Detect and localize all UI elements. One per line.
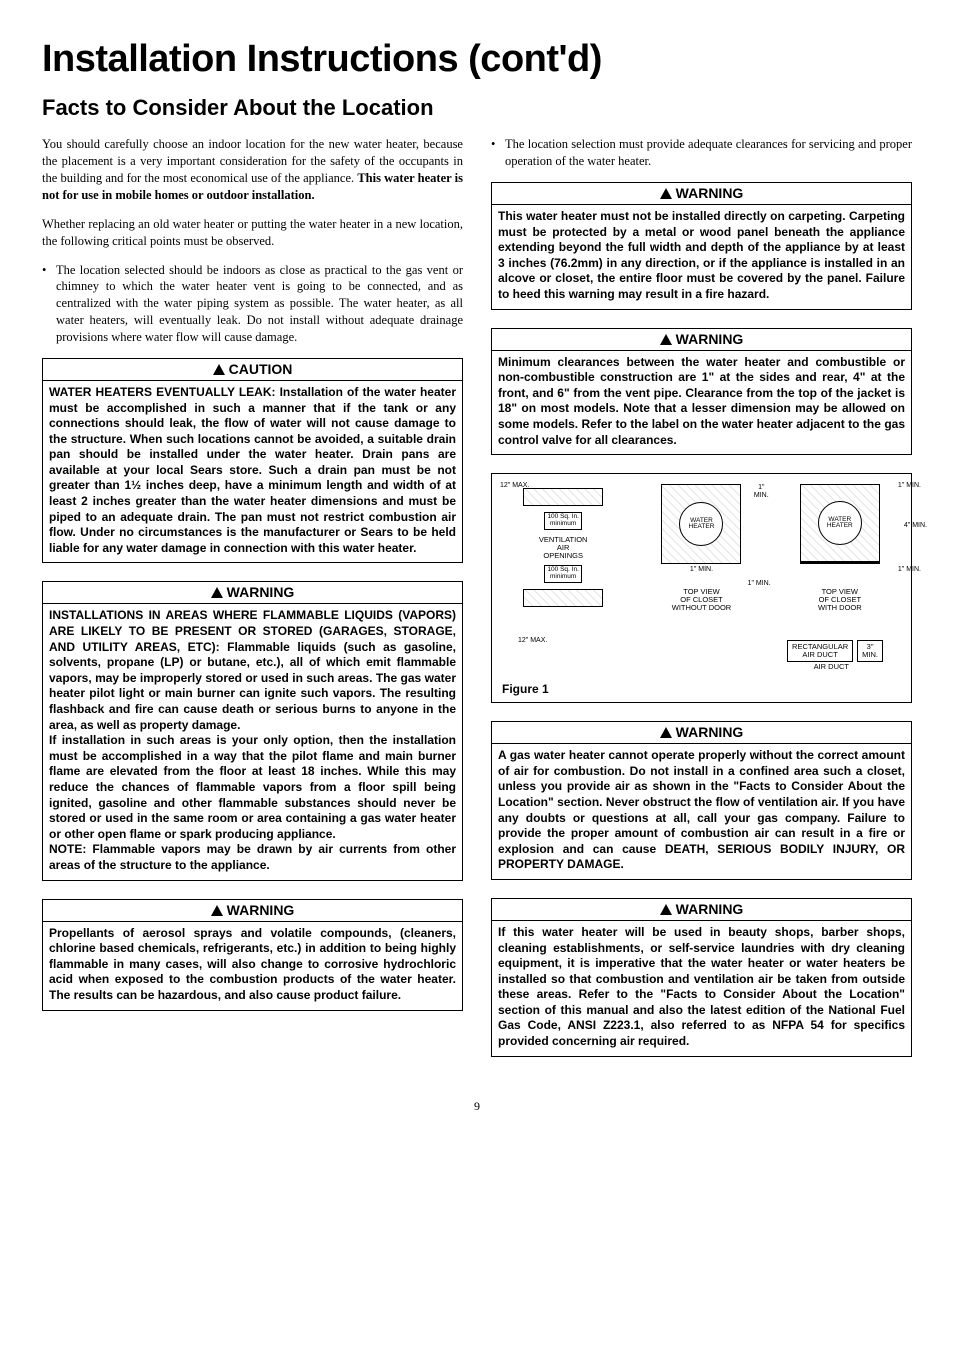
bullet-dot: • [42,262,56,346]
diagram-vent-openings: 12" MAX. 100 Sq. In. minimum VENTILATION… [500,484,626,634]
sq-in-top: 100 Sq. In. minimum [544,512,581,530]
dim-12max-bot: 12" MAX. [518,637,547,644]
paragraph-2: Whether replacing an old water heater or… [42,216,463,250]
closet-square: WATER HEATER [800,484,880,564]
intro-paragraph: You should carefully choose an indoor lo… [42,136,463,204]
warning-clearance-body: Minimum clearances between the water hea… [492,351,911,455]
page-title: Installation Instructions (cont'd) [42,38,912,81]
diagram-closet-no-door: WATER HEATER 1" MIN. 1" MIN. 1" MIN. TOP… [638,484,764,634]
warning-clearance-label: WARNING [676,331,744,347]
dim-4min: 4" MIN. [904,522,927,529]
warning-carpet-body: This water heater must not be installed … [492,205,911,309]
warning-combustion-header: WARNING [492,722,911,744]
bullet-text: The location selected should be indoors … [56,262,463,346]
warning-combustion-label: WARNING [676,724,744,740]
warning-combustion-body: A gas water heater cannot operate proper… [492,744,911,879]
dim-1min-c: 1" MIN. [748,580,771,587]
vent-rect-top [523,488,603,506]
warning-carpet-header: WARNING [492,183,911,205]
airduct-rect: RECTANGULAR AIR DUCT [787,640,853,662]
caution-box: CAUTION WATER HEATERS EVENTUALLY LEAK: I… [42,358,463,564]
heater-circle: WATER HEATER [818,501,862,545]
dim-1min-bot: 1" MIN. [898,566,921,573]
air-duct-row: RECTANGULAR AIR DUCT 3" MIN. [500,640,903,662]
vent-rect-bot [523,589,603,607]
bullet-clearance: • The location selection must provide ad… [491,136,912,170]
page-number: 9 [42,1099,912,1114]
bullet-dot: • [491,136,505,170]
heater-circle: WATER HEATER [679,502,723,546]
dim-1min-a: 1" MIN. [754,484,769,499]
warning-propellants-label: WARNING [227,902,295,918]
warning-triangle-icon [660,332,672,348]
figure-1: 12" MAX. 100 Sq. In. minimum VENTILATION… [491,473,912,703]
sq-in-bot: 100 Sq. In. minimum [544,565,581,583]
warning-beauty-body: If this water heater will be used in bea… [492,921,911,1056]
caution-body: WATER HEATERS EVENTUALLY LEAK: Installat… [43,381,462,563]
warning-beauty-box: WARNING If this water heater will be use… [491,898,912,1057]
warning-beauty-header: WARNING [492,899,911,921]
section-title: Facts to Consider About the Location [42,95,912,120]
dim-1min-top: 1" MIN. [898,482,921,489]
caution-label: CAUTION [229,361,293,377]
warning-clearance-box: WARNING Minimum clearances between the w… [491,328,912,456]
closet-square: WATER HEATER [661,484,741,564]
left-column: You should carefully choose an indoor lo… [42,136,463,1074]
warning-triangle-icon [660,725,672,741]
diagram-closet-with-door: WATER HEATER 1" MIN. 4" MIN. 1" MIN. TOP… [777,484,903,634]
bullet-location: • The location selected should be indoor… [42,262,463,346]
closet-caption: TOP VIEW OF CLOSET WITH DOOR [777,588,903,612]
warning-beauty-label: WARNING [676,901,744,917]
warning-triangle-icon [660,902,672,918]
right-column: • The location selection must provide ad… [491,136,912,1074]
warning-propellants-box: WARNING Propellants of aerosol sprays an… [42,899,463,1011]
warning-propellants-header: WARNING [43,900,462,922]
warning-carpet-box: WARNING This water heater must not be in… [491,182,912,310]
warning-flammable-label: WARNING [227,584,295,600]
warning-combustion-box: WARNING A gas water heater cannot operat… [491,721,912,880]
airduct-label: AIR DUCT [500,662,903,671]
warning-propellants-body: Propellants of aerosol sprays and volati… [43,922,462,1010]
dim-1min-b: 1" MIN. [690,566,713,573]
caution-header: CAUTION [43,359,462,381]
closet-caption: TOP VIEW OF CLOSET WITHOUT DOOR [638,588,764,612]
warning-triangle-icon [211,585,223,601]
warning-carpet-label: WARNING [676,185,744,201]
warning-flammable-box: WARNING INSTALLATIONS IN AREAS WHERE FLA… [42,581,463,880]
warning-flammable-header: WARNING [43,582,462,604]
figure-label: Figure 1 [502,682,549,696]
two-column-layout: You should carefully choose an indoor lo… [42,136,912,1074]
warning-triangle-icon [211,903,223,919]
dim-12max-top: 12" MAX. [500,482,529,489]
warning-clearance-header: WARNING [492,329,911,351]
caution-triangle-icon [213,362,225,378]
vent-label: VENTILATION AIR OPENINGS [500,536,626,560]
airduct-3min: 3" MIN. [857,640,883,662]
warning-triangle-icon [660,186,672,202]
warning-flammable-body: INSTALLATIONS IN AREAS WHERE FLAMMABLE L… [43,604,462,879]
bullet-text: The location selection must provide adeq… [505,136,912,170]
